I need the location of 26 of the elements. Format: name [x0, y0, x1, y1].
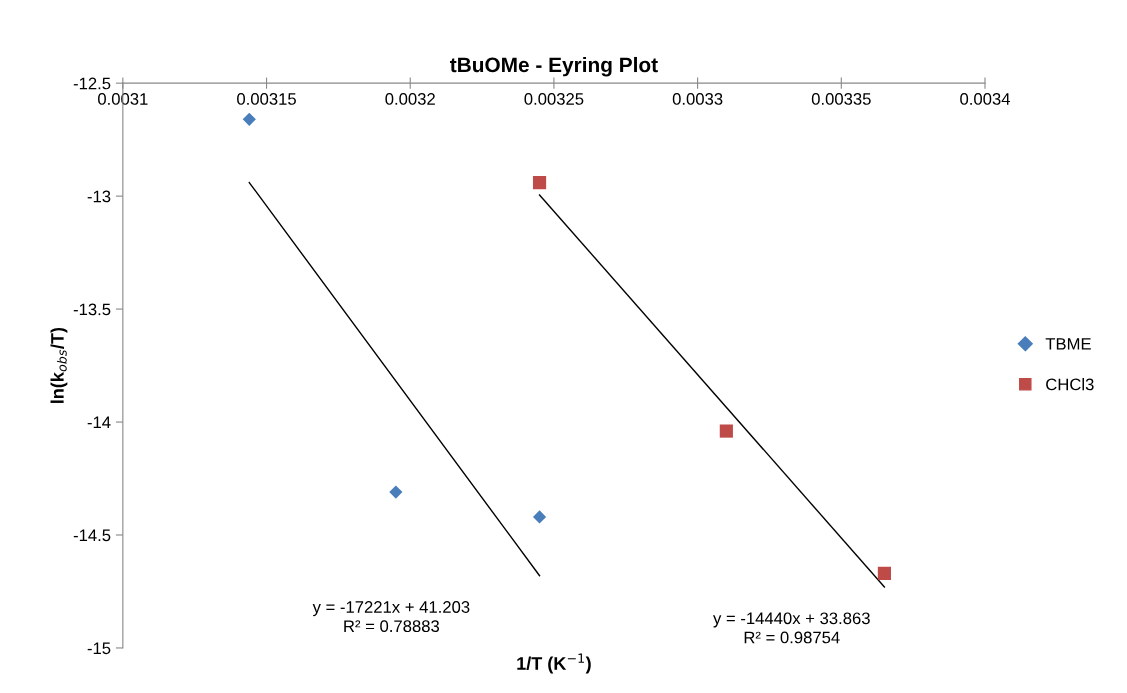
x-tick-label: 0.00315 — [237, 93, 296, 105]
point — [242, 112, 256, 126]
x-tick-label: 0.0034 — [960, 93, 1010, 105]
y-tick-label: -13 — [87, 190, 111, 203]
annotation: y = -14440x + 33.863 R² = 0.98754 — [713, 612, 870, 644]
y-tick-label: -13.5 — [73, 303, 111, 316]
point — [532, 510, 547, 524]
x-tick-label: 0.0033 — [672, 93, 723, 105]
y-tick-label: -14.5 — [73, 529, 111, 542]
point — [532, 175, 547, 190]
y-axis-title: ln(k$_{obs}$/T) — [50, 327, 68, 403]
x-tick-label: 0.0031 — [98, 93, 148, 105]
y-tick-label: -12.5 — [73, 77, 111, 90]
point — [719, 424, 733, 438]
x-tick-label: 0.0032 — [385, 93, 435, 105]
point — [389, 485, 403, 499]
point — [877, 566, 891, 580]
legend-label: TBME — [1045, 338, 1091, 350]
y-tick-label: -14 — [87, 416, 111, 429]
chart-title: tBuOMe - Eyring Plot — [450, 56, 658, 77]
y-tick-label: -15 — [87, 642, 111, 655]
annotation: y = -17221x + 41.203 R² = 0.78883 — [312, 601, 470, 633]
x-axis-title: 1/T (K$^{−1}$) — [517, 653, 591, 674]
x-tick-label: 0.00335 — [811, 93, 871, 105]
x-tick-label: 0.00325 — [524, 93, 584, 105]
legend-label: CHCl3 — [1046, 378, 1094, 391]
